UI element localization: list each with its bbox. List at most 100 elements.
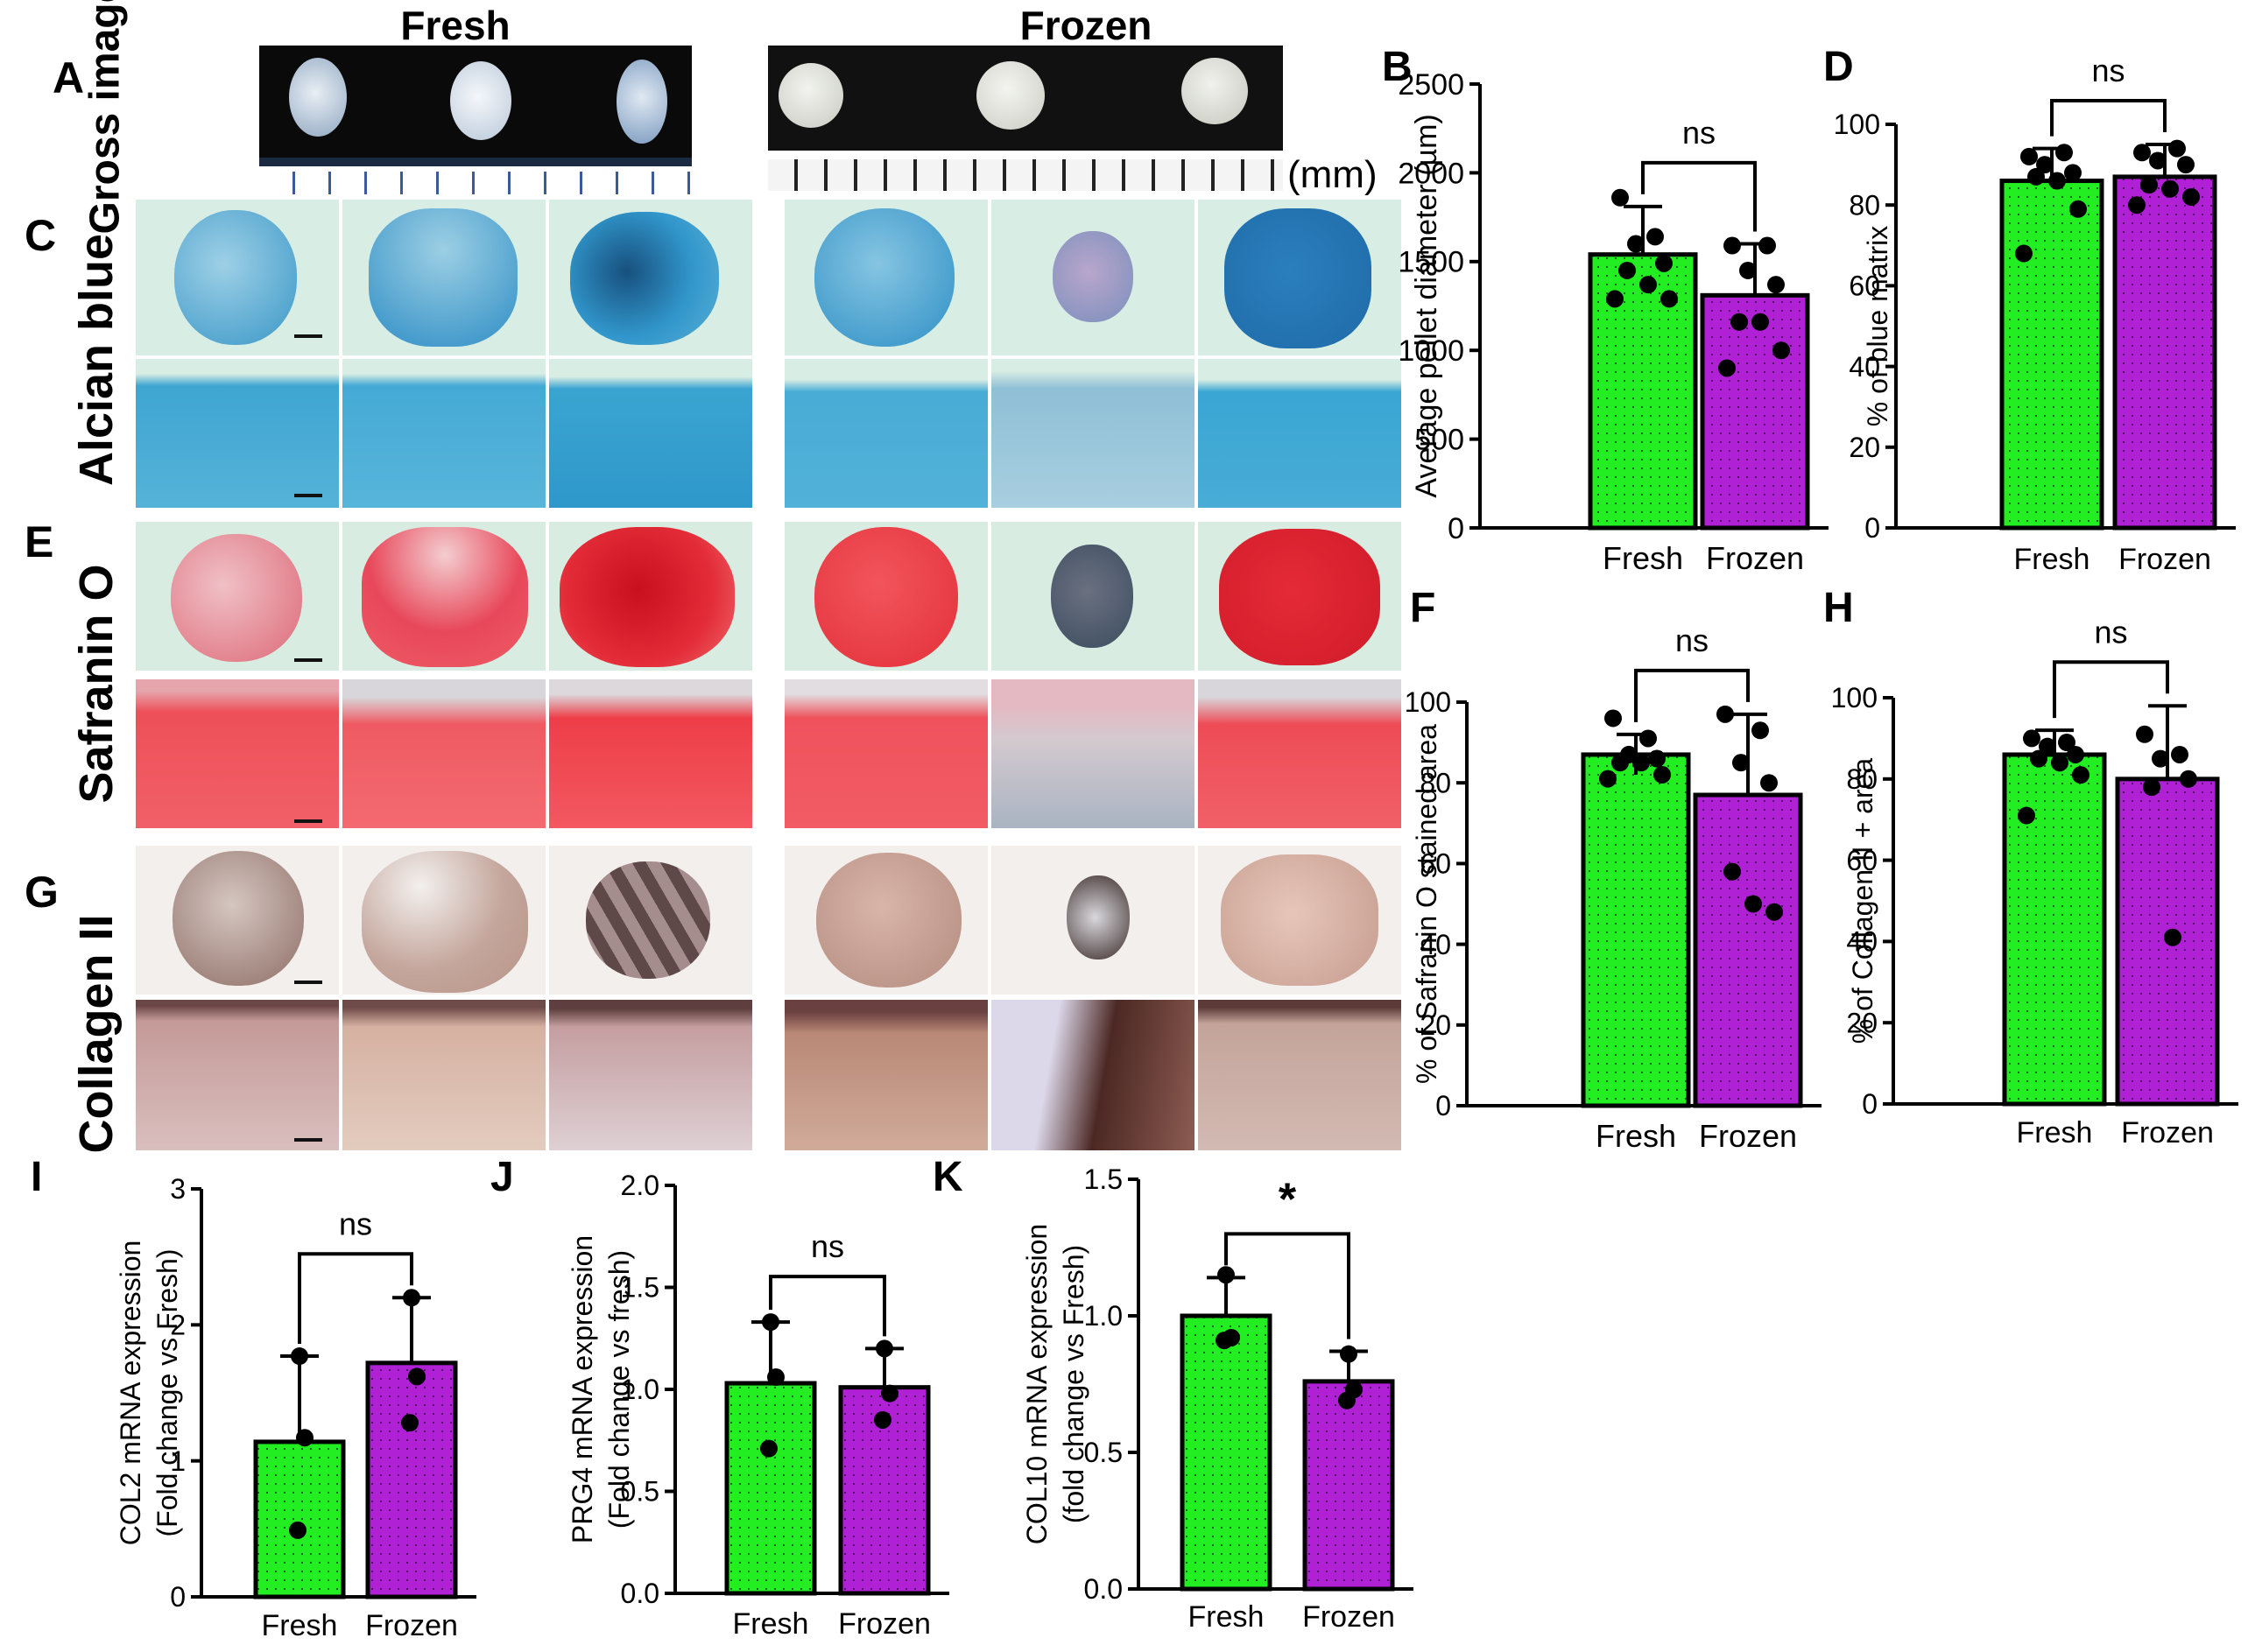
data-point <box>2048 172 2066 190</box>
data-point <box>767 1368 785 1387</box>
data-point <box>2023 729 2040 748</box>
panel-letter-j: J <box>490 1154 514 1200</box>
data-point <box>1632 754 1650 772</box>
x-tick-label: Frozen <box>1706 540 1804 576</box>
gross-ruler-fresh <box>259 172 692 194</box>
data-point <box>874 1410 891 1429</box>
collagen-detail-frozen-2 <box>991 1000 1194 1150</box>
panel-letter-g: G <box>25 868 59 917</box>
alcian-whole-fresh-2 <box>342 200 546 355</box>
data-point <box>1758 236 1776 255</box>
safranin-whole-fresh-3 <box>549 522 752 671</box>
y-axis-label: Average pellet diameter (µm) <box>1410 114 1443 497</box>
chart-panel-i: I 0 1 2 3 COL2 mRNA expression (Fold change vs… <box>31 1154 476 1642</box>
data-point <box>2143 778 2160 797</box>
safranin-whole-frozen-1 <box>785 522 988 671</box>
y-tick-label: 40 <box>1849 351 1880 383</box>
data-point <box>2036 156 2054 174</box>
collagen-whole-fresh-2 <box>342 846 546 995</box>
alcian-whole-frozen-1 <box>785 200 988 355</box>
data-point <box>2164 928 2181 946</box>
data-point <box>1730 313 1748 331</box>
chart-panel-h: H 0 20 40 60 80 100 % of Collagen II + area Fres… <box>1823 585 2238 1149</box>
x-tick-label: Fresh <box>1603 540 1683 576</box>
data-point <box>2133 144 2151 162</box>
y-tick-label: 100 <box>1831 682 1878 714</box>
bar-fresh <box>2002 752 2107 1107</box>
x-tick-label: Frozen <box>1302 1600 1395 1634</box>
data-point <box>2064 164 2082 182</box>
significance-bracket <box>1224 1232 1350 1339</box>
data-point <box>1217 1266 1235 1284</box>
y-axis-label: PRG4 mRNA expression (Fold change vs fres… <box>567 1235 635 1543</box>
chart-panel-k: K 0.0 0.5 1.0 1.5 COL10 mRNA expression (fold … <box>933 1154 1413 1634</box>
bar-fresh <box>1999 179 2104 531</box>
y-tick-label: 60 <box>1846 845 1878 876</box>
data-point <box>1340 1345 1357 1363</box>
y-tick-label: 2 <box>170 1310 186 1341</box>
safranin-detail-fresh-2 <box>342 679 546 828</box>
scale-bar <box>294 658 322 662</box>
x-tick-label: Fresh <box>262 1609 338 1642</box>
y-tick-label: 100 <box>1834 109 1880 140</box>
y-label-line: % of Collagen II + area <box>1847 758 1878 1044</box>
data-point <box>1627 235 1645 253</box>
data-point <box>1723 236 1741 255</box>
data-point <box>403 1289 420 1307</box>
y-tick-label: 60 <box>1420 848 1451 880</box>
alcian-detail-frozen-3 <box>1198 359 1401 508</box>
data-point <box>760 1439 778 1458</box>
significance-label: ns <box>1675 622 1709 658</box>
y-tick-label: 0 <box>1862 1088 1878 1120</box>
data-point <box>1639 729 1657 748</box>
data-point <box>1216 1332 1233 1350</box>
y-tick-label: 0.0 <box>621 1578 659 1609</box>
collagen-whole-fresh-3 <box>549 846 752 995</box>
bar-fresh <box>1180 1313 1272 1592</box>
y-tick-label: 2000 <box>1398 157 1464 190</box>
y-tick-label: 1.5 <box>621 1272 659 1304</box>
y-label-line: COL2 mRNA expression <box>115 1241 146 1546</box>
x-tick-label: Frozen <box>365 1609 458 1642</box>
y-tick-label: 100 <box>1405 686 1451 718</box>
data-point <box>2180 770 2197 788</box>
data-point <box>2015 244 2033 263</box>
significance-label: * <box>1279 1174 1297 1225</box>
safranin-detail-fresh-1 <box>136 679 339 828</box>
x-tick-label: Frozen <box>1699 1118 1797 1154</box>
data-point <box>2140 176 2158 194</box>
data-point <box>2072 766 2089 784</box>
y-axis-label: COL2 mRNA expression (Fold change vs Fres… <box>115 1241 183 1546</box>
alcian-detail-fresh-3 <box>549 359 752 508</box>
data-point <box>1606 290 1624 308</box>
data-point <box>1660 290 1678 308</box>
data-point <box>1732 754 1750 772</box>
safranin-detail-frozen-2 <box>991 679 1194 828</box>
safranin-detail-frozen-3 <box>1198 679 1401 828</box>
collagen-whole-fresh-1 <box>136 846 339 995</box>
data-point <box>2027 167 2045 186</box>
collagen-detail-fresh-2 <box>342 1000 546 1150</box>
collagen-whole-frozen-3 <box>1198 846 1401 995</box>
data-point <box>1618 261 1636 279</box>
data-point <box>1751 721 1769 740</box>
significance-label: ns <box>2094 614 2127 650</box>
y-tick-label: 1 <box>170 1445 186 1477</box>
data-point <box>2039 737 2056 756</box>
data-point <box>1648 749 1666 768</box>
panel-letter-e: E <box>25 517 54 566</box>
gross-image-fresh <box>259 46 692 166</box>
panel-letter-i: I <box>31 1154 42 1200</box>
data-point <box>1639 276 1657 294</box>
alcian-detail-frozen-1 <box>785 359 988 508</box>
y-tick-label: 20 <box>1849 432 1880 463</box>
collagen-whole-frozen-1 <box>785 846 988 995</box>
data-point <box>2171 745 2188 763</box>
significance-bracket <box>298 1252 413 1345</box>
y-tick-label: 1.0 <box>621 1374 659 1405</box>
significance-label: ns <box>2091 53 2125 88</box>
collagen-detail-fresh-1 <box>136 1000 339 1150</box>
data-point <box>2055 144 2073 162</box>
panel-letter-b: B <box>1382 44 1413 90</box>
